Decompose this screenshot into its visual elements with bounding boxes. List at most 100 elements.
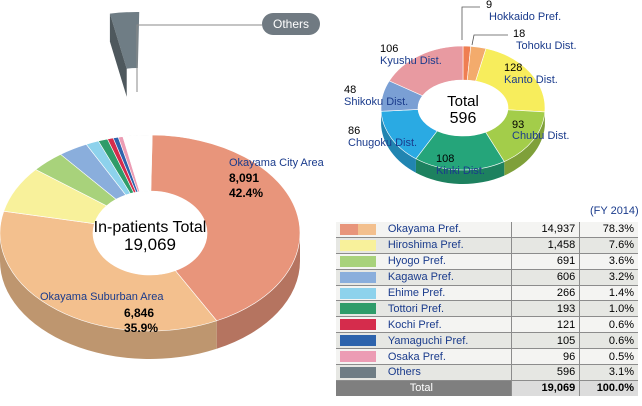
sub-slice-side-4: [415, 158, 505, 184]
color-swatch: [339, 223, 376, 235]
table-row: Yamaguchi Pref. 105 0.6%: [336, 332, 638, 350]
table-total-label: Total: [336, 380, 512, 396]
swatch-cell: [336, 316, 380, 334]
sub-slice-side-3: [504, 111, 545, 176]
row-label: Kochi Pref.: [379, 316, 512, 334]
swatch-cell: [336, 253, 380, 270]
row-percent: 3.2%: [579, 269, 638, 286]
swatch-cell: [336, 300, 380, 318]
suburban-area-value: 6,846: [124, 306, 154, 320]
sub-name-label-4: Kinki Dist.: [436, 165, 485, 177]
table-row: Others 596 3.1%: [336, 364, 638, 381]
sub-value-label-6: 48: [344, 84, 356, 96]
sub-value-label-3: 93: [512, 119, 524, 131]
table-row: Hyogo Pref. 691 3.6%: [336, 253, 638, 270]
table-row: Osaka Pref. 96 0.5%: [336, 348, 638, 366]
main-total-value: 19,069: [124, 235, 176, 254]
table-row: Ehime Pref. 266 1.4%: [336, 285, 638, 302]
table-total-percent: 100.0%: [579, 380, 638, 396]
table-total-row: Total 19,069 100.0%: [336, 380, 638, 396]
row-percent: 0.6%: [579, 332, 638, 350]
city-area-percent: 42.4%: [229, 186, 263, 200]
others-callout-label: Others: [273, 17, 309, 31]
city-area-label: Okayama City Area: [229, 157, 325, 169]
table-row: Tottori Pref. 193 1.0%: [336, 300, 638, 318]
table-total-count: 19,069: [510, 380, 580, 396]
others-wedge-side: [109, 13, 127, 97]
others-callout: Others: [136, 13, 320, 92]
row-count: 691: [510, 253, 580, 270]
sub-name-label-7: Kyushu Dist.: [380, 55, 442, 67]
swatch-cell: [336, 348, 380, 366]
row-label: Osaka Pref.: [379, 348, 512, 366]
row-label: Yamaguchi Pref.: [379, 332, 512, 350]
row-percent: 1.4%: [579, 285, 638, 302]
row-count: 606: [510, 269, 580, 286]
city-area-value: 8,091: [229, 171, 259, 185]
color-swatch: [339, 335, 376, 347]
row-percent: 3.6%: [579, 253, 638, 270]
row-count: 105: [510, 332, 580, 350]
sub-value-label-0: 9: [486, 0, 492, 11]
row-count: 1,458: [510, 237, 580, 254]
sub-name-label-3: Chubu Dist.: [512, 130, 569, 142]
others-callout-badge: [262, 13, 320, 35]
swatch-cell: [336, 269, 380, 286]
prefecture-table: Okayama Pref. 14,937 78.3% Hiroshima Pref. 1…: [336, 222, 638, 396]
main-slice-side-0: [216, 233, 300, 349]
table-row: Kagawa Pref. 606 3.2%: [336, 269, 638, 286]
row-label: Tottori Pref.: [379, 300, 512, 318]
row-percent: 1.0%: [579, 300, 638, 318]
swatch-cell: [336, 332, 380, 350]
sub-donut-hole: [418, 80, 508, 136]
row-percent: 7.6%: [579, 237, 638, 254]
others-callout-line: [136, 24, 262, 92]
swatch-cell: [336, 237, 380, 254]
row-label: Okayama Pref.: [379, 222, 512, 238]
row-label: Others: [379, 364, 512, 381]
sub-slice-side-5: [381, 111, 416, 173]
main-donut-side: [0, 233, 300, 359]
table-row: Kochi Pref. 121 0.6%: [336, 316, 638, 334]
row-count: 193: [510, 300, 580, 318]
table-row: Okayama Pref. 14,937 78.3%: [336, 222, 638, 238]
tohoku-leader-line: [471, 34, 508, 46]
swatch-cell: [336, 222, 380, 238]
color-swatch: [339, 287, 376, 299]
row-percent: 3.1%: [579, 364, 638, 381]
row-count: 14,937: [510, 222, 580, 238]
color-swatch: [339, 319, 376, 331]
others-exploded-wedge: [109, 12, 153, 192]
sub-name-label-6: Shikoku Dist.: [344, 96, 408, 108]
others-wedge-top: [109, 12, 140, 69]
row-percent: 78.3%: [579, 222, 638, 238]
swatch-cell: [336, 285, 380, 302]
color-swatch: [339, 255, 376, 267]
row-label: Hiroshima Pref.: [379, 237, 512, 254]
sub-value-label-1: 18: [513, 28, 525, 40]
sub-total-title: Total: [447, 93, 479, 110]
row-label: Kagawa Pref.: [379, 269, 512, 286]
sub-name-label-2: Kanto Dist.: [504, 74, 558, 86]
color-swatch: [339, 351, 376, 363]
sub-name-label-0: Hokkaido Pref.: [489, 11, 561, 23]
sub-total-value: 596: [450, 110, 477, 127]
row-percent: 0.6%: [579, 316, 638, 334]
row-count: 121: [510, 316, 580, 334]
swatch-cell: [336, 364, 380, 381]
sub-donut-top: [380, 45, 546, 171]
others-wedge-gap: [122, 135, 153, 192]
sub-value-label-2: 128: [504, 62, 522, 74]
sub-name-label-1: Tohoku Dist.: [516, 40, 577, 52]
suburban-area-label: Okayama Suburban Area: [40, 291, 164, 303]
row-count: 266: [510, 285, 580, 302]
fiscal-year-note: (FY 2014): [590, 205, 639, 217]
row-count: 96: [510, 348, 580, 366]
main-slice-side-1: [0, 233, 217, 359]
sub-value-label-5: 86: [348, 125, 360, 137]
hokkaido-leader-line: [461, 6, 480, 40]
main-donut-hole: [93, 191, 207, 275]
color-swatch: [339, 366, 376, 378]
